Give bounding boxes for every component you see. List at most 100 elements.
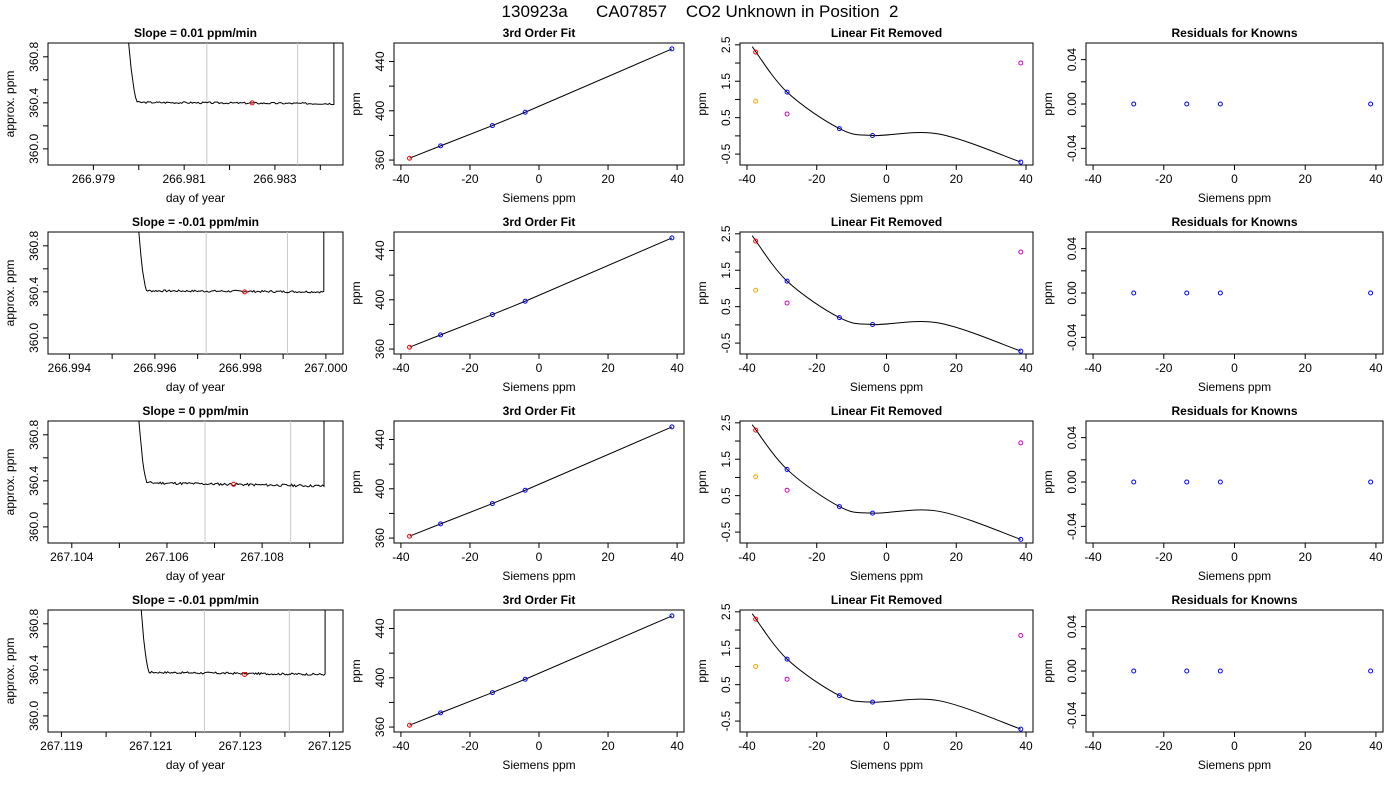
panel-title: 3rd Order Fit	[503, 26, 576, 40]
x-axis-label: Siemens ppm	[502, 569, 575, 583]
plot-area	[751, 424, 1024, 542]
data-point	[753, 238, 759, 244]
data-point	[784, 676, 790, 682]
panel-knw-3: Residuals for Knowns Siemens ppm ppm -40 -20…	[1041, 404, 1384, 583]
x-tick-label: -20	[1155, 361, 1173, 375]
x-tick-label: -40	[392, 550, 410, 564]
data-point	[1368, 101, 1374, 107]
x-tick-label: 40	[1369, 172, 1383, 186]
x-tick-label: 0	[536, 172, 543, 186]
panel-ts-3: Slope = 0 ppm/min day of year approx. ppm 2…	[3, 404, 344, 583]
x-tick-label: 267.108	[240, 550, 284, 564]
x-tick-label: -20	[1155, 172, 1173, 186]
y-tick-label: 2.5	[719, 414, 733, 431]
data-point	[1018, 60, 1024, 66]
panel-title: Residuals for Knowns	[1171, 26, 1297, 40]
y-tick-label: 1.5	[719, 640, 733, 657]
y-tick-label: 360	[373, 528, 387, 548]
y-tick-label: 360.8	[27, 230, 41, 260]
residual-curve	[751, 424, 1021, 540]
y-axis-label: ppm	[1041, 470, 1055, 493]
plot-frame	[739, 231, 1034, 355]
y-tick-label: 360.0	[27, 134, 41, 164]
x-tick-label: 20	[601, 172, 615, 186]
x-tick-label: -20	[808, 172, 826, 186]
panel-title: Slope = 0.01 ppm/min	[134, 26, 257, 40]
y-axis-label: approx. ppm	[3, 260, 17, 327]
x-tick-label: 0	[1231, 739, 1238, 753]
y-tick-label: 360	[373, 717, 387, 737]
x-tick-label: 20	[601, 550, 615, 564]
y-axis-label: ppm	[1041, 92, 1055, 115]
data-point	[522, 109, 528, 115]
x-tick-label: -40	[738, 550, 756, 564]
data-point	[836, 693, 842, 699]
data-point	[753, 98, 759, 104]
data-point	[753, 287, 759, 293]
y-tick-label: 440	[373, 51, 387, 71]
plot-area	[138, 232, 325, 354]
x-tick-label: 267.106	[145, 550, 189, 564]
panel-cal-2: 3rd Order Fit Siemens ppm ppm -40 -20 0 20 40 36…	[349, 215, 685, 394]
panel-res-1: Linear Fit Removed Siemens ppm ppm -40 -20 0 2…	[695, 26, 1034, 205]
x-axis-label: Siemens ppm	[850, 569, 923, 583]
x-axis-label: Siemens ppm	[1198, 380, 1271, 394]
plot-area	[138, 421, 325, 543]
panel-title: 3rd Order Fit	[503, 215, 576, 229]
data-point	[1018, 726, 1024, 732]
data-point	[784, 278, 790, 284]
x-tick-label: 267.000	[304, 361, 348, 375]
panel-knw-2: Residuals for Knowns Siemens ppm ppm -40 -20…	[1041, 215, 1384, 394]
x-tick-label: 0	[883, 361, 890, 375]
y-tick-label: 0.00	[1065, 92, 1079, 116]
y-tick-label: 360.8	[27, 608, 41, 638]
plot-frame	[47, 231, 344, 355]
x-axis-label: day of year	[166, 569, 225, 583]
x-tick-label: 40	[1019, 361, 1033, 375]
residual-curve	[751, 235, 1021, 352]
x-tick-label: 20	[950, 172, 964, 186]
data-point	[870, 133, 876, 139]
y-tick-label: 360.0	[27, 323, 41, 353]
x-tick-label: 40	[1019, 550, 1033, 564]
x-tick-label: 40	[670, 739, 684, 753]
x-tick-label: 20	[1299, 361, 1313, 375]
y-axis-label: ppm	[695, 281, 709, 304]
y-tick-label: 440	[373, 240, 387, 260]
y-tick-label: -0.5	[719, 521, 733, 542]
x-tick-label: 266.983	[253, 172, 297, 186]
x-tick-label: 0	[1231, 172, 1238, 186]
data-point	[1018, 348, 1024, 354]
x-axis-label: Siemens ppm	[502, 758, 575, 772]
y-tick-label: 360.0	[27, 701, 41, 731]
y-tick-label: -0.04	[1065, 134, 1079, 162]
sample-marker	[249, 100, 255, 106]
y-tick-label: 2.5	[719, 36, 733, 53]
y-axis-label: ppm	[695, 92, 709, 115]
timeseries-line	[140, 610, 326, 676]
y-tick-label: 1.5	[719, 451, 733, 468]
data-point	[669, 613, 675, 619]
y-tick-label: 0.00	[1065, 470, 1079, 494]
y-axis-label: approx. ppm	[3, 449, 17, 516]
y-axis-label: ppm	[695, 470, 709, 493]
x-tick-label: 40	[670, 550, 684, 564]
timeseries-line	[138, 421, 325, 488]
panel-title: Residuals for Knowns	[1171, 404, 1297, 418]
x-tick-label: 267.104	[50, 550, 94, 564]
x-tick-label: 40	[670, 172, 684, 186]
y-axis-label: approx. ppm	[3, 638, 17, 705]
x-tick-label: 20	[1299, 550, 1313, 564]
x-tick-label: -40	[392, 172, 410, 186]
panel-title: Linear Fit Removed	[831, 593, 942, 607]
plot-area	[128, 43, 335, 165]
x-tick-label: 20	[950, 550, 964, 564]
data-point	[784, 487, 790, 493]
sample-marker	[231, 481, 237, 487]
x-tick-label: -20	[1155, 739, 1173, 753]
data-point	[489, 123, 495, 129]
plot-frame	[1085, 231, 1384, 355]
x-tick-label: 40	[1369, 361, 1383, 375]
data-point	[1018, 536, 1024, 542]
